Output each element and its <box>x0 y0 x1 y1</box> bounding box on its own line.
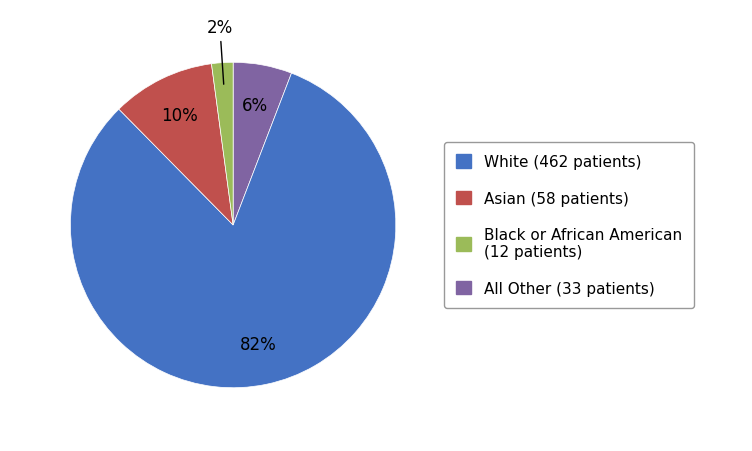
Legend: White (462 patients), Asian (58 patients), Black or African American
(12 patient: White (462 patients), Asian (58 patients… <box>444 143 694 308</box>
Wedge shape <box>119 64 233 226</box>
Wedge shape <box>71 74 396 388</box>
Text: 2%: 2% <box>207 19 233 85</box>
Wedge shape <box>211 63 233 226</box>
Text: 10%: 10% <box>161 107 198 125</box>
Text: 6%: 6% <box>242 97 268 115</box>
Text: 2%: 2% <box>0 450 1 451</box>
Text: 82%: 82% <box>240 336 277 354</box>
Wedge shape <box>233 63 292 226</box>
